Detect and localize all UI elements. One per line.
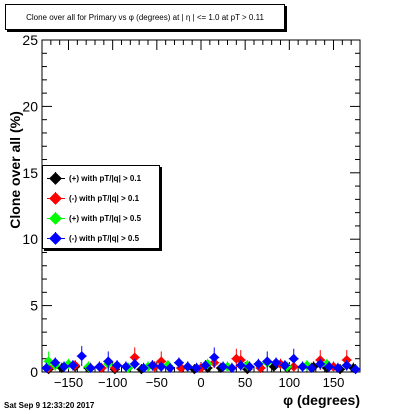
data-point: [173, 357, 184, 368]
x-tick-label: −50: [146, 375, 168, 390]
data-point: [209, 352, 220, 363]
data-point: [271, 357, 282, 368]
data-point: [191, 363, 202, 373]
timestamp: Sat Sep 9 12:33:20 2017: [4, 401, 95, 410]
x-tick-label: 100: [278, 375, 300, 390]
legend-label: (-) with pT/|q| > 0.5: [69, 233, 140, 243]
legend-marker: [43, 231, 69, 245]
legend-entry: (-) with pT/|q| > 0.1: [43, 191, 159, 205]
x-tick-label: 50: [238, 375, 252, 390]
x-tick-label: 150: [323, 375, 345, 390]
y-tick-label: 10: [22, 231, 38, 247]
y-axis-label: Clone over all (%): [7, 111, 23, 228]
legend-entry: (+) with pT/|q| > 0.1: [43, 171, 159, 185]
y-tick-label: 25: [22, 32, 38, 48]
data-point: [279, 360, 290, 371]
data-point: [200, 360, 211, 371]
legend-label: (+) with pT/|q| > 0.1: [69, 173, 142, 183]
legend-label: (-) with pT/|q| > 0.1: [69, 193, 140, 203]
y-tick-label: 0: [30, 364, 38, 380]
legend-label: (+) with pT/|q| > 0.5: [69, 213, 142, 223]
y-tick-label: 20: [22, 98, 38, 114]
data-point: [147, 360, 158, 371]
y-tick-label: 15: [22, 165, 38, 181]
data-point: [350, 364, 361, 375]
legend-entry: (-) with pT/|q| > 0.5: [43, 231, 159, 245]
data-point: [306, 363, 317, 373]
legend-marker: [43, 191, 69, 205]
data-point: [76, 351, 87, 362]
x-tick-label: −150: [54, 375, 83, 390]
data-point: [324, 361, 335, 372]
data-point: [235, 360, 246, 371]
data-marks: [41, 346, 361, 375]
legend: (+) with pT/|q| > 0.1 (-) with pT/|q| > 0…: [42, 165, 160, 249]
data-point: [165, 363, 176, 373]
data-point: [226, 363, 237, 373]
data-point: [253, 359, 264, 369]
legend-marker: [43, 211, 69, 225]
data-point: [341, 360, 352, 371]
data-point: [315, 359, 326, 369]
data-point: [182, 361, 193, 372]
chart-title: Clone over all for Primary vs φ (degrees…: [26, 12, 264, 22]
data-point: [129, 359, 140, 369]
data-point: [156, 361, 167, 372]
data-point: [288, 353, 299, 364]
data-point: [129, 352, 140, 363]
data-point: [244, 361, 255, 372]
x-axis-label: φ (degrees): [283, 392, 360, 408]
x-tick-label: −100: [98, 375, 127, 390]
data-point: [262, 356, 273, 367]
data-point: [332, 363, 343, 373]
x-tick-label: 0: [197, 375, 204, 390]
y-tick-label: 5: [30, 298, 38, 314]
data-point: [138, 363, 149, 373]
legend-marker: [43, 171, 69, 185]
chart-title-box: Clone over all for Primary vs φ (degrees…: [5, 4, 285, 30]
data-point: [297, 361, 308, 372]
data-point: [218, 361, 229, 372]
legend-entry: (+) with pT/|q| > 0.5: [43, 211, 159, 225]
